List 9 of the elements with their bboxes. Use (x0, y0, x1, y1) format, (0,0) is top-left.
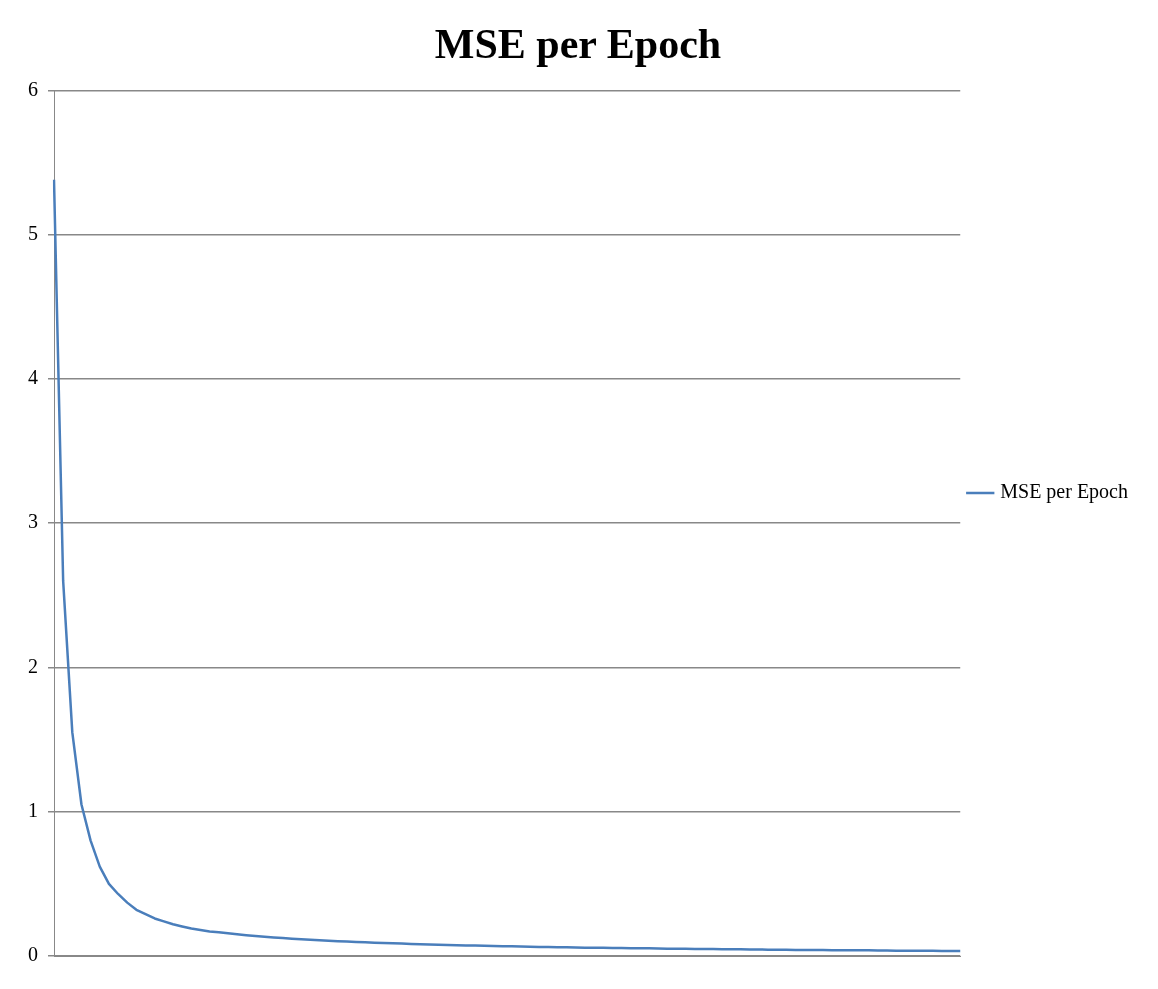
y-tick-label: 1 (28, 798, 38, 821)
y-tick-label: 3 (28, 510, 38, 533)
y-tick-label: 2 (28, 654, 38, 677)
chart-title: MSE per Epoch (434, 21, 722, 68)
y-tick-label: 5 (28, 221, 38, 244)
legend-label: MSE per Epoch (1000, 480, 1129, 504)
y-tick-label: 6 (28, 77, 38, 100)
y-tick-label: 0 (28, 943, 38, 966)
y-tick-label: 4 (28, 366, 38, 389)
